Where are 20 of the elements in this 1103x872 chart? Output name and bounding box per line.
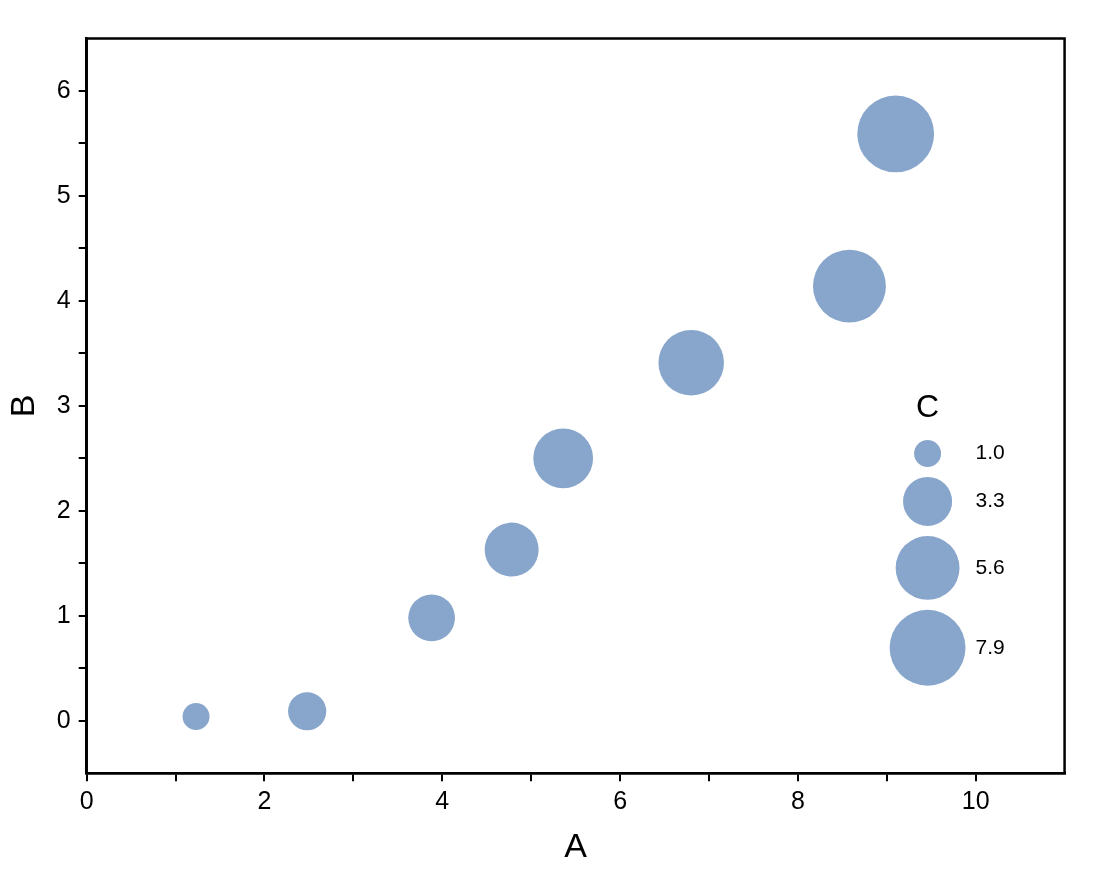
legend-label: 1.0 [975, 440, 1005, 464]
y-tick-label: 5 [56, 179, 71, 208]
legend-label: 5.6 [975, 554, 1005, 578]
x-tick-label: 6 [613, 786, 628, 815]
y-tick-label: 3 [56, 389, 71, 418]
x-tick-label: 10 [961, 786, 990, 815]
x-tick-label: 8 [790, 786, 805, 815]
y-axis-title: B [2, 394, 41, 418]
x-tick-label: 2 [257, 786, 272, 815]
legend-label: 7.9 [975, 634, 1005, 658]
legend-label: 3.3 [975, 488, 1005, 512]
y-tick-label: 0 [56, 704, 71, 733]
y-tick-label: 1 [56, 599, 71, 628]
x-tick-label: 4 [435, 786, 450, 815]
x-axis-title: A [564, 825, 588, 864]
y-tick-label: 4 [56, 284, 71, 313]
y-tick-label: 6 [56, 74, 71, 103]
legend-title: C [916, 388, 940, 425]
x-tick-label: 0 [79, 786, 94, 815]
y-tick-label: 2 [56, 494, 71, 523]
